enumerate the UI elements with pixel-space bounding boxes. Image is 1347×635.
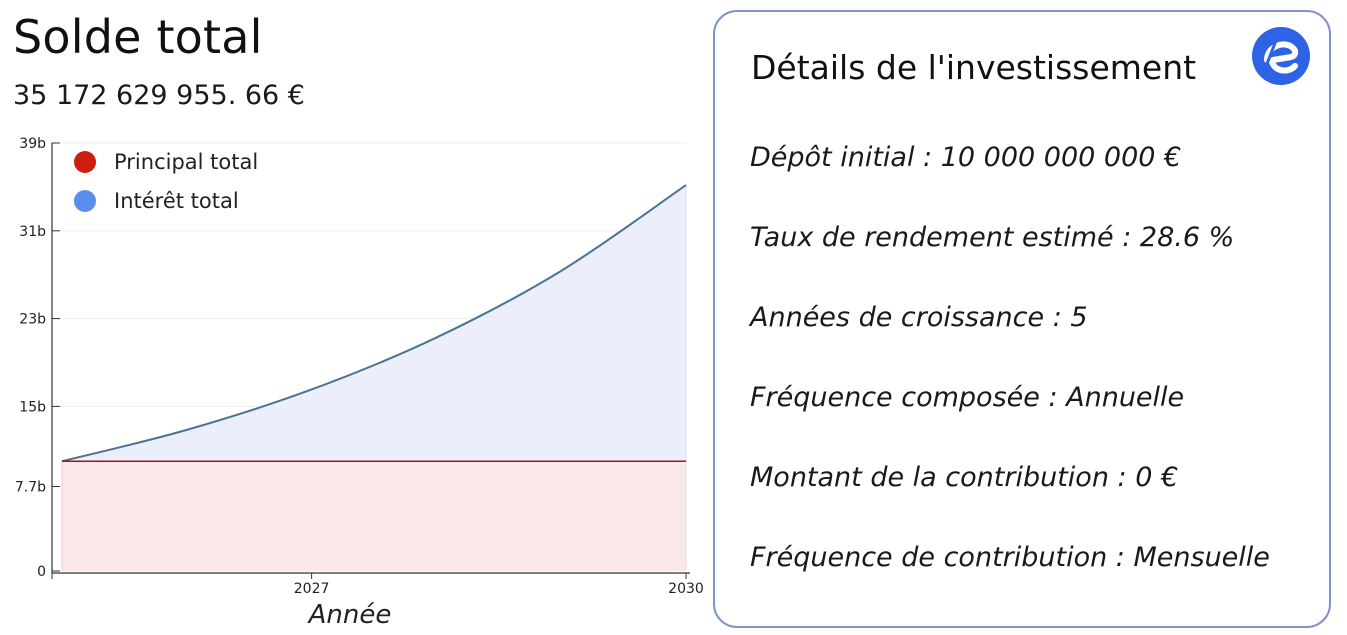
y-tick-label: 31b	[19, 224, 46, 240]
y-tick-label: 15b	[19, 399, 46, 415]
legend-label: Principal total	[114, 150, 258, 174]
detail-return-rate: Taux de rendement estimé : 28.6 %	[750, 222, 1235, 253]
principal-area	[62, 461, 686, 571]
chart-axes: 0 7.7b 15b 23b 31b 39b 2027 2030 Année	[15, 136, 704, 630]
x-axis-label: Année	[307, 600, 392, 630]
y-tick-label: 0	[37, 564, 46, 580]
x-tick-label: 2027	[294, 581, 330, 597]
interest-line	[61, 184, 687, 463]
investment-details-panel: Détails de l'investissement Dépôt initia…	[713, 10, 1331, 628]
panel-title: Détails de l'investissement	[751, 48, 1197, 87]
y-tick-label: 7.7b	[15, 479, 46, 495]
chart-legend: Principal total Intérêt total	[74, 150, 258, 213]
legend-label: Intérêt total	[114, 189, 239, 213]
detail-growth-years: Années de croissance : 5	[750, 302, 1088, 333]
page-title: Solde total	[13, 10, 263, 64]
legend-marker	[74, 151, 96, 173]
e-logo-icon	[1252, 27, 1310, 85]
legend-marker	[74, 190, 96, 212]
total-balance-value: 35 172 629 955. 66 €	[13, 80, 305, 111]
y-tick-label: 23b	[19, 312, 46, 328]
detail-contribution-amount: Montant de la contribution : 0 €	[750, 462, 1179, 493]
chart-areas	[61, 184, 687, 571]
y-tick-label: 39b	[19, 136, 46, 152]
detail-initial-deposit: Dépôt initial : 10 000 000 000 €	[750, 142, 1182, 173]
detail-contribution-frequency: Fréquence de contribution : Mensuelle	[750, 542, 1270, 573]
detail-compound-frequency: Fréquence composée : Annuelle	[750, 382, 1185, 413]
x-tick-label: 2030	[668, 581, 704, 597]
growth-chart: 0 7.7b 15b 23b 31b 39b 2027 2030 Année Principal…	[15, 136, 704, 630]
